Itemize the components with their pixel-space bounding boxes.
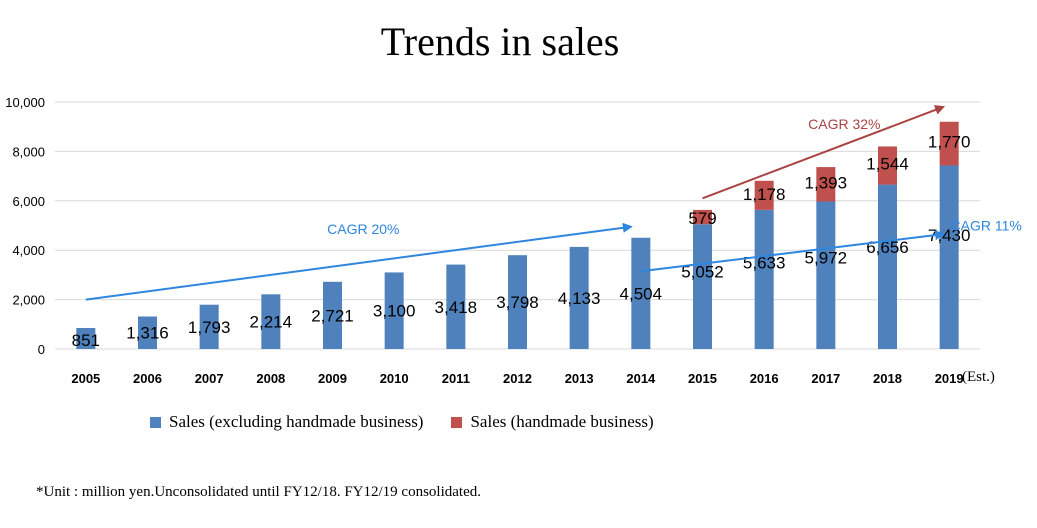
data-label: 851 — [72, 331, 100, 350]
data-label: 5,633 — [743, 254, 786, 273]
y-tick-label: 2,000 — [12, 293, 45, 308]
data-label: 3,100 — [373, 302, 416, 321]
legend-item-excluding-handmade: Sales (excluding handmade business) — [150, 412, 423, 432]
legend-label: Sales (excluding handmade business) — [169, 412, 424, 431]
bar-excluding-handmade — [138, 316, 157, 349]
cagr-label: CAGR 20% — [327, 221, 399, 237]
bar-handmade — [878, 146, 897, 185]
legend-swatch-blue — [150, 416, 161, 428]
bar-handmade — [939, 121, 959, 166]
data-label: 5,052 — [681, 263, 724, 282]
x-tick-label: 2011 — [442, 371, 470, 386]
data-label: 3,418 — [435, 298, 478, 317]
y-tick-label: 4,000 — [12, 243, 45, 258]
data-label: 4,504 — [620, 284, 663, 303]
x-tick-label: 2005 — [71, 371, 100, 386]
bar-excluding-handmade — [199, 304, 219, 349]
x-tick-label: 2014 — [626, 371, 656, 386]
cagr-label: CAGR 32% — [808, 116, 880, 132]
bar-handmade — [693, 209, 712, 225]
x-tick-label: 2015 — [688, 371, 717, 386]
y-tick-label: 6,000 — [12, 194, 45, 209]
y-tick-label: 0 — [38, 342, 45, 357]
x-tick-label: 2007 — [195, 371, 224, 386]
cagr-arrow — [702, 105, 946, 200]
bar-excluding-handmade — [384, 272, 404, 349]
legend-swatch-red — [451, 416, 463, 428]
x-tick-label: 2012 — [503, 371, 532, 386]
cagr-arrow — [85, 222, 633, 301]
chart-title: Trends in sales — [380, 19, 620, 64]
bar-excluding-handmade — [754, 209, 774, 349]
bar-excluding-handmade — [939, 165, 959, 349]
data-label: 4,133 — [558, 289, 601, 308]
bar-handmade — [754, 180, 774, 210]
data-label: 1,544 — [866, 155, 909, 174]
bar-excluding-handmade — [878, 184, 897, 349]
bar-excluding-handmade — [508, 255, 527, 349]
data-label: 1,393 — [805, 174, 848, 193]
cagr-arrow — [640, 230, 946, 273]
legend: Sales (excluding handmade business) Sale… — [150, 412, 654, 432]
data-label: 2,214 — [250, 313, 293, 332]
x-tick-label: 2019 — [935, 371, 964, 386]
x-tick-label: 2006 — [133, 371, 162, 386]
data-label: 579 — [688, 209, 716, 228]
cagr-label: CAGR 11% — [951, 218, 1022, 234]
data-label: 1,793 — [188, 318, 231, 337]
x-tick-label: 2010 — [380, 371, 409, 386]
bar-excluding-handmade — [569, 246, 589, 349]
y-tick-label: 8,000 — [12, 144, 45, 159]
x-tick-label: 2018 — [873, 371, 902, 386]
bar-excluding-handmade — [693, 224, 712, 349]
x-tick-label: 2008 — [256, 371, 285, 386]
bar-excluding-handmade — [446, 264, 466, 349]
x-tick-label: 2016 — [750, 371, 779, 386]
data-label: 1,178 — [743, 185, 786, 204]
data-label: 5,972 — [805, 249, 848, 268]
x-tick-label: 2013 — [565, 371, 594, 386]
x-tick-label: 2009 — [318, 371, 347, 386]
footnote: *Unit : million yen.Unconsolidated until… — [36, 484, 481, 500]
bar-excluding-handmade — [816, 201, 836, 349]
legend-item-handmade: Sales (handmade business) — [451, 412, 654, 432]
bar-handmade — [816, 167, 836, 202]
bar-excluding-handmade — [261, 294, 281, 349]
estimate-label: (Est.) — [962, 369, 995, 385]
data-label: 2,721 — [311, 306, 354, 325]
data-label: 3,798 — [496, 293, 539, 312]
bar-excluding-handmade — [323, 281, 342, 349]
bar-excluding-handmade — [76, 327, 96, 349]
x-tick-label: 2017 — [811, 371, 840, 386]
data-label: 1,770 — [928, 132, 971, 151]
data-label: 1,316 — [126, 324, 169, 343]
bar-excluding-handmade — [631, 237, 651, 349]
y-tick-label: 10,000 — [5, 95, 45, 110]
legend-label: Sales (handmade business) — [470, 412, 654, 431]
